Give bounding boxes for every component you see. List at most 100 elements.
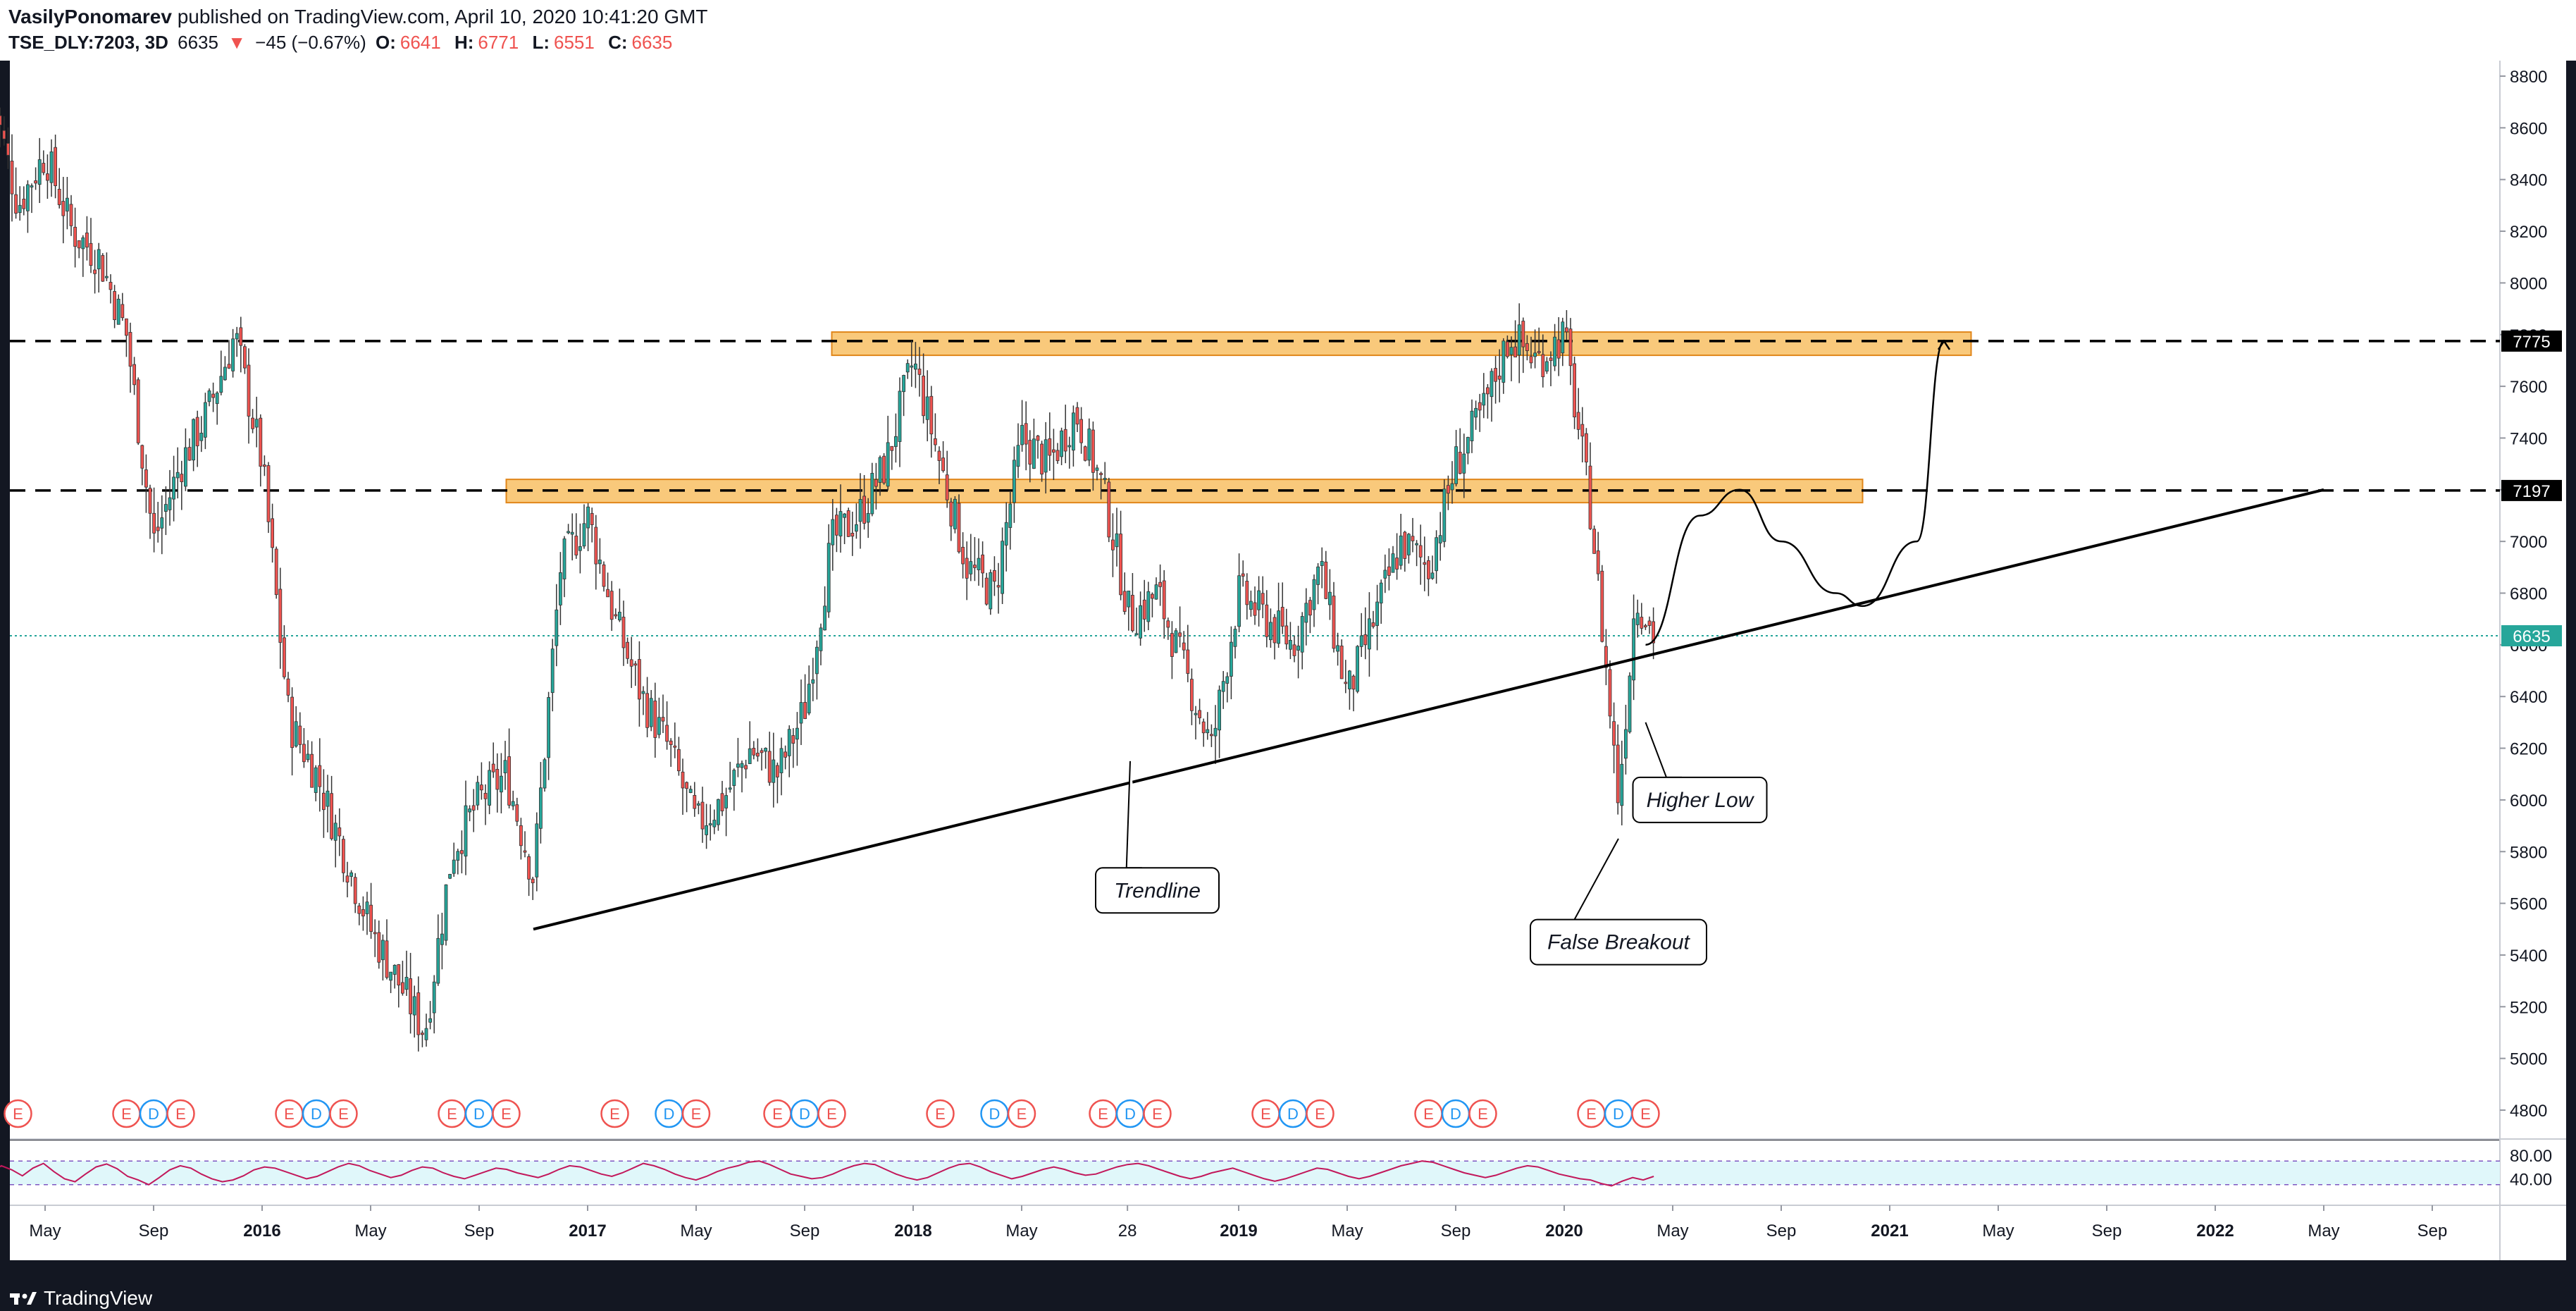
rsi-line[interactable] — [0, 1160, 1654, 1187]
earnings-marker[interactable] — [1306, 1099, 1335, 1128]
event-marker-label: E — [121, 1105, 132, 1123]
candle-up — [543, 759, 547, 789]
event-marker-label: E — [1586, 1105, 1597, 1123]
trendline[interactable] — [533, 488, 2324, 931]
candle-down — [416, 992, 421, 1035]
x-tick-label: 2022 — [2196, 1221, 2234, 1241]
x-axis[interactable]: May Sep 2016 May Sep 2017 May Sep 2018 May 28 2019 M… — [29, 1205, 2447, 1241]
price-label-7775[interactable] — [2501, 330, 2562, 352]
earnings-marker[interactable] — [166, 1099, 195, 1128]
candle-down — [700, 801, 705, 830]
candle-down — [846, 510, 850, 537]
candle-up — [215, 393, 219, 405]
candle-up — [831, 519, 835, 546]
candle-up — [539, 787, 543, 829]
candle-up — [843, 513, 846, 518]
earnings-marker[interactable] — [4, 1099, 32, 1128]
earnings-marker[interactable] — [1143, 1099, 1172, 1128]
candle-up — [1635, 613, 1640, 625]
earnings-marker[interactable] — [1631, 1099, 1660, 1128]
resistance-zone[interactable] — [831, 331, 1972, 357]
candle-down — [1201, 721, 1206, 734]
candle-down — [46, 173, 49, 181]
candle-up — [1620, 763, 1624, 806]
price-label-7197[interactable] — [2501, 479, 2562, 501]
publish-info: VasilyPonomarev published on TradingView… — [8, 4, 2568, 30]
candle-down — [1411, 536, 1415, 541]
candle-down — [132, 364, 137, 386]
candle-up — [1095, 467, 1099, 471]
candle-down — [57, 188, 61, 205]
candle-up — [172, 476, 176, 500]
candle-up — [1127, 591, 1131, 608]
earnings-marker[interactable] — [600, 1099, 629, 1128]
candle-down — [760, 750, 764, 753]
candle-down — [1541, 354, 1545, 378]
price-label-6635[interactable] — [2501, 625, 2562, 647]
earnings-marker[interactable] — [681, 1099, 711, 1128]
candle-down — [720, 793, 724, 811]
candle-down — [298, 725, 302, 745]
candle-down — [302, 744, 306, 763]
candle-up — [1277, 610, 1280, 644]
y-axis[interactable]: 4800500052005400560058006000620064006600… — [2500, 68, 2547, 1121]
projection-path[interactable] — [1645, 340, 1945, 646]
candle-up — [925, 396, 929, 420]
earnings-marker[interactable] — [817, 1099, 846, 1128]
candle-down — [1272, 617, 1277, 644]
symbol-label[interactable]: TSE_DLY:7203, 3D — [8, 32, 168, 53]
candle-up — [566, 531, 570, 534]
candles[interactable] — [0, 85, 1656, 1052]
earnings-marker[interactable] — [329, 1099, 358, 1128]
candle-up — [977, 558, 981, 570]
candle-down — [673, 745, 677, 748]
price-levels[interactable] — [10, 340, 2500, 637]
candle-down — [1584, 433, 1588, 462]
candle-down — [890, 445, 894, 451]
candle-down — [77, 240, 81, 249]
callout-box[interactable] — [1095, 867, 1220, 914]
candle-up — [160, 517, 164, 529]
candle-down — [495, 769, 500, 790]
earnings-marker[interactable] — [492, 1099, 521, 1128]
candle-down — [1079, 419, 1083, 443]
price-chart[interactable]: 4800500052005400560058006000620064006600… — [0, 61, 2576, 1286]
candle-down — [677, 749, 681, 772]
high-label: H: 6771 — [454, 32, 519, 53]
candle-up — [66, 197, 69, 211]
earnings-marker[interactable] — [926, 1099, 955, 1128]
callout-box[interactable] — [1530, 918, 1707, 966]
candle-up — [559, 572, 562, 605]
candle-up — [855, 524, 858, 532]
candle-down — [629, 659, 633, 667]
candle-up — [582, 523, 586, 547]
candle-up — [1249, 601, 1253, 610]
earnings-marker[interactable] — [1007, 1099, 1036, 1128]
candle-up — [953, 498, 957, 529]
candle-down — [1387, 566, 1391, 576]
candle-down — [767, 751, 772, 783]
candle-up — [511, 801, 515, 806]
event-marker-label: E — [175, 1105, 186, 1123]
candle-up — [1450, 483, 1454, 491]
earnings-marker[interactable] — [1468, 1099, 1497, 1128]
x-tick-label: May — [2308, 1221, 2339, 1241]
rsi-pane[interactable]: 80.00 40.00 — [0, 1147, 2552, 1190]
author-name[interactable]: VasilyPonomarev — [8, 6, 172, 27]
candle-down — [401, 982, 404, 994]
candle-up — [392, 965, 397, 975]
callout-box[interactable] — [1632, 776, 1768, 823]
tradingview-brand[interactable]: TradingView — [44, 1287, 153, 1309]
candle-up — [795, 727, 799, 740]
candle-down — [101, 255, 105, 282]
candle-up — [1206, 729, 1210, 734]
candle-up — [894, 436, 898, 448]
candle-up — [219, 376, 223, 393]
candle-up — [1304, 603, 1308, 623]
candle-up — [1628, 675, 1632, 732]
candle-up — [306, 753, 310, 761]
candle-down — [661, 717, 665, 722]
candle-down — [1525, 343, 1529, 352]
candle-up — [697, 803, 700, 806]
